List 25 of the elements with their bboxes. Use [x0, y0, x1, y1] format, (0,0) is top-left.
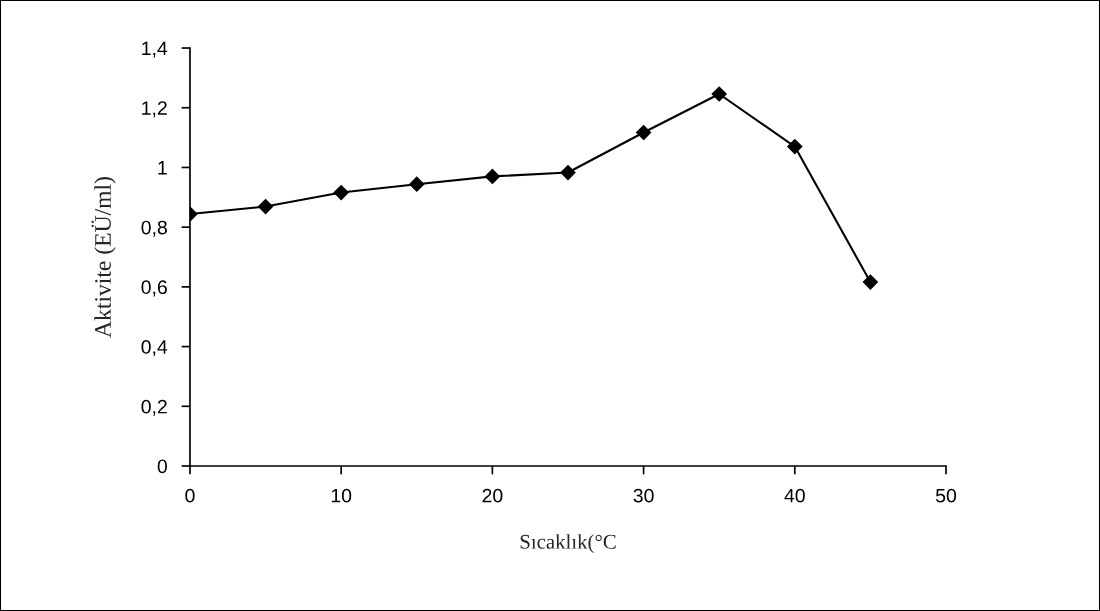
x-tick-label: 30 [633, 488, 654, 503]
y-tick-label: 0 [157, 459, 167, 474]
point [862, 274, 878, 290]
y-tick-label: 0,6 [141, 280, 167, 297]
y-tick-label: 1,4 [142, 41, 168, 58]
x-tick-label: 10 [331, 488, 352, 503]
y-tick-label: 0,8 [141, 220, 167, 237]
y-tick-label: 1,2 [142, 101, 167, 118]
y-tick-label: 0,2 [141, 399, 167, 416]
point [484, 168, 500, 184]
point [409, 176, 425, 192]
y-tick-label: 1 [158, 161, 167, 175]
y-tick-label: 0,4 [141, 340, 168, 357]
point [258, 198, 274, 215]
point [560, 164, 576, 181]
x-axis-title: Sıcaklık(°C [520, 534, 616, 554]
x-tick-label: 0 [185, 488, 195, 503]
point [333, 184, 349, 201]
point [636, 124, 652, 141]
x-tick-label: 50 [935, 488, 957, 503]
x-tick-label: 40 [784, 488, 805, 503]
point [711, 86, 727, 102]
point [787, 138, 803, 155]
y-axis-title: Aktivite (EÜ/ml) [91, 177, 116, 338]
x-tick-label: 20 [482, 488, 503, 503]
